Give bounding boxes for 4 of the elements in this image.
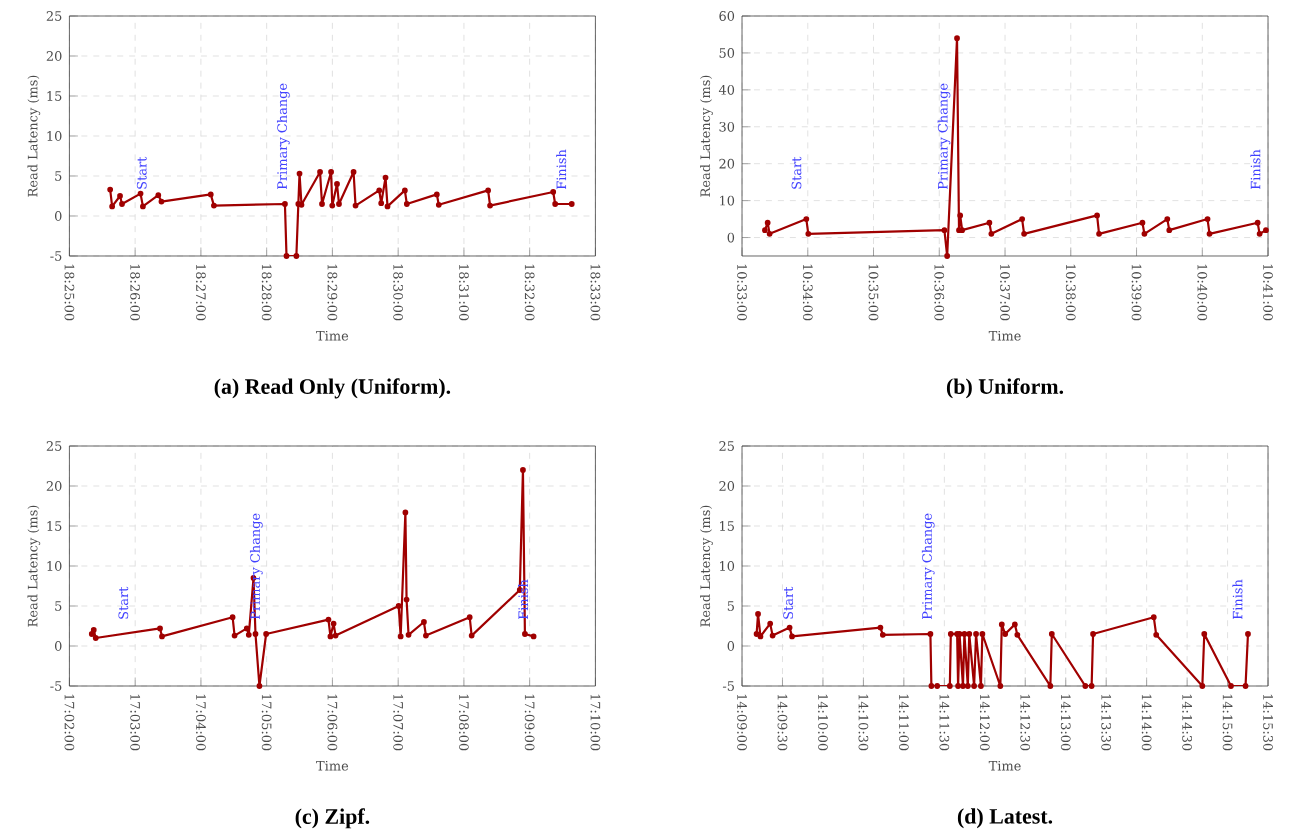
text: (c) Zipf. [295, 808, 370, 829]
text: (a) Read Only (Uniform). [214, 378, 451, 399]
text: (b) Uniform. [946, 378, 1064, 399]
text: (d) Latest. [957, 808, 1053, 829]
